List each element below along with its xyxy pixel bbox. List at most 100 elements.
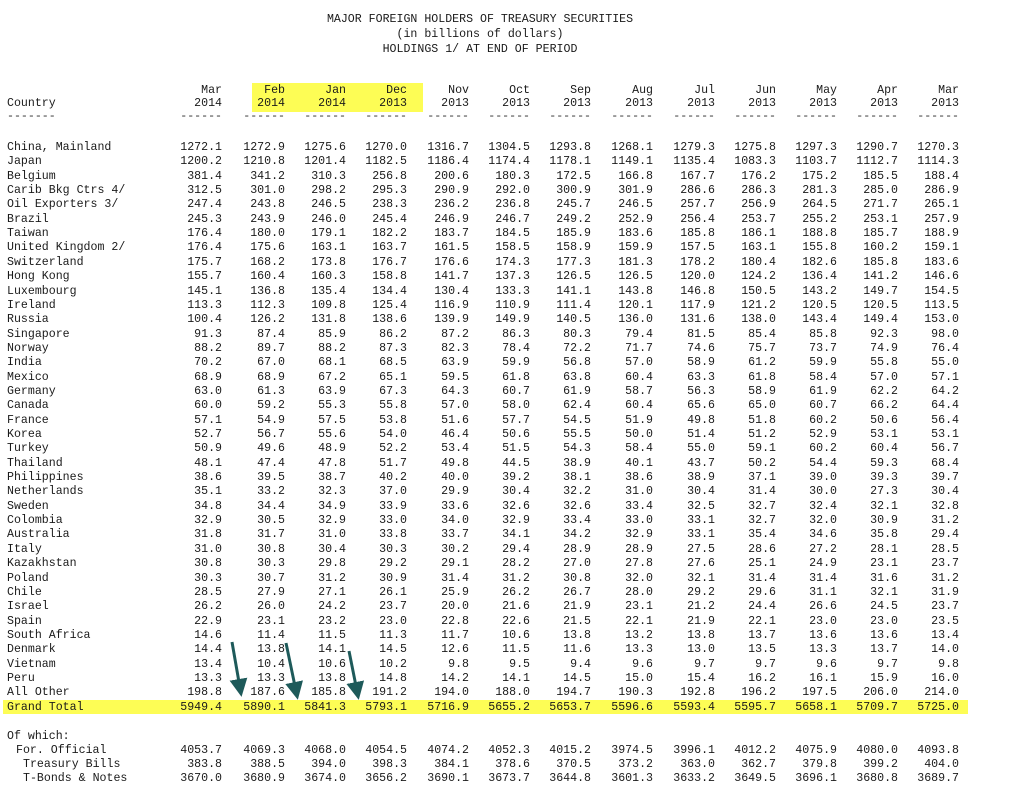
country-row-value: 29.8 bbox=[318, 557, 346, 570]
country-row-value: 16.2 bbox=[748, 672, 776, 685]
country-row-value: 153.0 bbox=[924, 313, 959, 326]
country-row-label: Carib Bkg Ctrs 4/ bbox=[7, 184, 126, 197]
country-row-value: 13.7 bbox=[748, 629, 776, 642]
grand-total-value: 5725.0 bbox=[917, 701, 959, 714]
country-row-label: Switzerland bbox=[7, 256, 84, 269]
country-row-value: 166.8 bbox=[618, 170, 653, 183]
country-row-value: 31.4 bbox=[748, 572, 776, 585]
country-row-value: 125.4 bbox=[372, 299, 407, 312]
country-row-value: 25.9 bbox=[441, 586, 469, 599]
column-separator: ------ bbox=[734, 110, 776, 123]
country-row-value: 47.8 bbox=[318, 457, 346, 470]
country-row-value: 249.2 bbox=[556, 213, 591, 226]
of-which-row-value: 404.0 bbox=[924, 758, 959, 771]
country-row-value: 22.1 bbox=[625, 615, 653, 628]
country-row-value: 245.3 bbox=[187, 213, 222, 226]
country-row-value: 295.3 bbox=[372, 184, 407, 197]
country-row-value: 13.7 bbox=[870, 643, 898, 656]
country-row-value: 126.5 bbox=[556, 270, 591, 283]
country-row-value: 112.3 bbox=[250, 299, 285, 312]
country-row-label: India bbox=[7, 356, 42, 369]
country-row-value: 23.0 bbox=[809, 615, 837, 628]
country-row-value: 61.9 bbox=[563, 385, 591, 398]
country-row-value: 1174.4 bbox=[488, 155, 530, 168]
country-row-value: 38.6 bbox=[625, 471, 653, 484]
of-which-row-value: 3644.8 bbox=[549, 772, 591, 785]
country-row-value: 141.7 bbox=[434, 270, 469, 283]
country-row-label: Canada bbox=[7, 399, 49, 412]
country-row-label: Oil Exporters 3/ bbox=[7, 198, 119, 211]
country-row-value: 52.9 bbox=[809, 428, 837, 441]
country-row-value: 179.1 bbox=[311, 227, 346, 240]
country-row-value: 140.5 bbox=[556, 313, 591, 326]
country-row-value: 176.4 bbox=[187, 241, 222, 254]
country-row-value: 341.2 bbox=[250, 170, 285, 183]
country-row-value: 13.3 bbox=[809, 643, 837, 656]
country-row-value: 68.4 bbox=[931, 457, 959, 470]
country-row-value: 174.3 bbox=[495, 256, 530, 269]
country-row-value: 51.2 bbox=[748, 428, 776, 441]
grand-total-value: 5890.1 bbox=[243, 701, 285, 714]
of-which-row-label: For. Official bbox=[16, 744, 107, 757]
country-row-value: 75.7 bbox=[748, 342, 776, 355]
country-row-value: 59.9 bbox=[502, 356, 530, 369]
country-row-value: 1178.1 bbox=[549, 155, 591, 168]
country-row-value: 143.2 bbox=[802, 285, 837, 298]
country-row-value: 252.9 bbox=[618, 213, 653, 226]
country-row-value: 243.9 bbox=[250, 213, 285, 226]
column-header-year: 2014 bbox=[194, 97, 222, 110]
country-row-value: 200.6 bbox=[434, 170, 469, 183]
country-row-value: 39.0 bbox=[809, 471, 837, 484]
country-row-value: 160.3 bbox=[311, 270, 346, 283]
country-row-value: 30.5 bbox=[257, 514, 285, 527]
country-row-value: 68.1 bbox=[318, 356, 346, 369]
of-which-row-value: 3633.2 bbox=[673, 772, 715, 785]
country-row-value: 16.1 bbox=[809, 672, 837, 685]
country-row-value: 176.2 bbox=[741, 170, 776, 183]
country-row-value: 32.9 bbox=[502, 514, 530, 527]
country-row-value: 67.3 bbox=[379, 385, 407, 398]
country-row-value: 66.2 bbox=[870, 399, 898, 412]
country-row-value: 31.9 bbox=[931, 586, 959, 599]
country-row-value: 141.2 bbox=[863, 270, 898, 283]
country-row-value: 13.3 bbox=[257, 672, 285, 685]
grand-total-value: 5596.6 bbox=[611, 701, 653, 714]
country-row-value: 178.2 bbox=[680, 256, 715, 269]
country-row-value: 23.2 bbox=[318, 615, 346, 628]
country-row-value: 50.0 bbox=[625, 428, 653, 441]
country-row-value: 27.2 bbox=[809, 543, 837, 556]
country-row-value: 191.2 bbox=[372, 686, 407, 699]
country-row-value: 188.8 bbox=[802, 227, 837, 240]
country-row-value: 91.3 bbox=[194, 328, 222, 341]
country-row-value: 23.1 bbox=[257, 615, 285, 628]
country-row-value: 14.0 bbox=[931, 643, 959, 656]
country-row-value: 176.4 bbox=[187, 227, 222, 240]
country-row-value: 32.9 bbox=[194, 514, 222, 527]
country-row-value: 34.6 bbox=[809, 528, 837, 541]
grand-total-value: 5653.7 bbox=[549, 701, 591, 714]
country-row-value: 9.5 bbox=[509, 658, 530, 671]
country-row-value: 9.4 bbox=[570, 658, 591, 671]
header-highlight bbox=[252, 83, 423, 112]
country-row-value: 177.3 bbox=[556, 256, 591, 269]
country-row-value: 185.5 bbox=[863, 170, 898, 183]
country-row-value: 255.2 bbox=[802, 213, 837, 226]
country-row-value: 30.3 bbox=[379, 543, 407, 556]
column-header-year: 2014 bbox=[257, 97, 285, 110]
country-row-value: 60.4 bbox=[625, 399, 653, 412]
country-row-value: 253.1 bbox=[863, 213, 898, 226]
country-row-value: 30.0 bbox=[809, 485, 837, 498]
country-row-value: 9.6 bbox=[816, 658, 837, 671]
country-row-value: 14.6 bbox=[194, 629, 222, 642]
country-row-value: 246.0 bbox=[311, 213, 346, 226]
country-row-value: 30.3 bbox=[257, 557, 285, 570]
country-row-label: China, Mainland bbox=[7, 141, 112, 154]
column-header-month: May bbox=[816, 84, 837, 97]
country-row-value: 32.3 bbox=[318, 485, 346, 498]
country-row-label: Kazakhstan bbox=[7, 557, 77, 570]
country-row-value: 48.9 bbox=[318, 442, 346, 455]
grand-total-value: 5793.1 bbox=[365, 701, 407, 714]
country-row-value: 30.9 bbox=[870, 514, 898, 527]
country-row-value: 138.0 bbox=[741, 313, 776, 326]
country-row-value: 28.5 bbox=[931, 543, 959, 556]
